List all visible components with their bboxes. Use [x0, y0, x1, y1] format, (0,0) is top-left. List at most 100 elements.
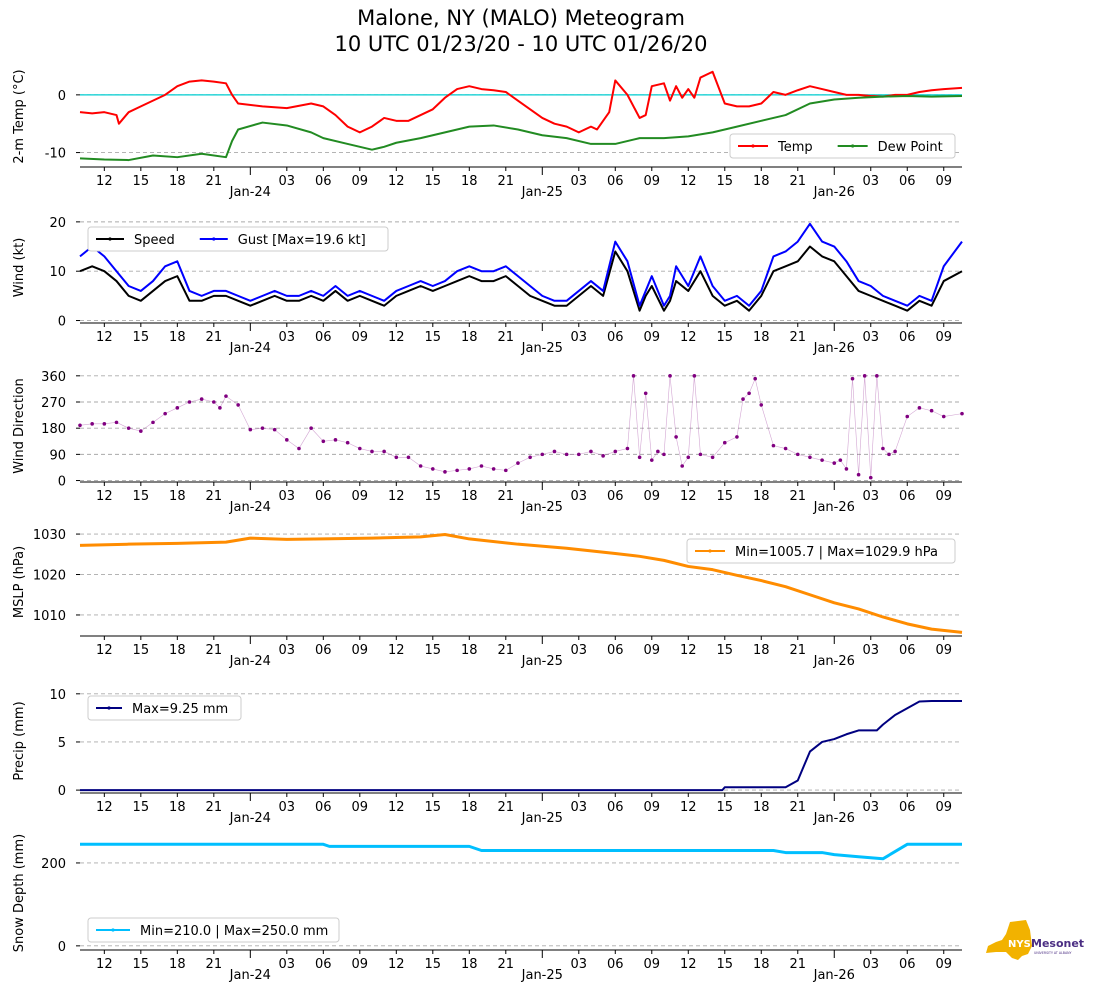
xtick-hour-label: 21	[789, 330, 806, 345]
wind-direction-point	[631, 374, 636, 378]
wind-direction-point	[370, 449, 374, 454]
legend-box	[87, 226, 389, 252]
xtick-hour-label: 06	[607, 957, 624, 972]
wind-direction-point	[832, 461, 837, 465]
series-line-wind-1	[79, 222, 963, 307]
panel-mslp: 1010 1020 1030 MSLP (hPa) Jan-24 Jan-25 Jan-26…	[12, 528, 963, 669]
xtick-hour-label: 03	[571, 957, 588, 972]
xtick-hour-label: 15	[716, 489, 733, 504]
xtick-hour-label: 03	[279, 330, 296, 345]
xtick-hour-label: 21	[206, 643, 223, 658]
wind-direction-point	[358, 446, 362, 451]
wind-direction-point	[491, 467, 496, 471]
wind-direction-point	[741, 397, 745, 401]
xtick-hour-label: 03	[862, 174, 879, 189]
xtick-hour-label: 03	[279, 174, 296, 189]
nys-mesonet-logo: NYS Mesonet UNIVERSITY AT ALBANY	[986, 920, 1084, 960]
wind-direction-point	[321, 439, 326, 444]
legend-box	[686, 538, 956, 564]
xtick-hour-label: 12	[680, 800, 697, 815]
xtick-hour-label: 15	[425, 174, 442, 189]
wind-direction-point	[844, 467, 849, 471]
wind-direction-point	[905, 414, 910, 419]
legend-temp: Temp Dew Point	[729, 133, 956, 159]
xtick-hour-label: 03	[571, 489, 588, 504]
chart-title-line-2: 10 UTC 01/23/20 - 10 UTC 01/26/20	[334, 32, 708, 56]
wind-direction-point	[503, 468, 508, 473]
wind-direction-point	[613, 449, 618, 454]
wind-direction-point	[862, 374, 867, 378]
xtick-day-label: Jan-24	[229, 654, 271, 669]
xtick-hour-label: 09	[935, 489, 952, 504]
xtick-hour-label: 15	[716, 800, 733, 815]
ytick-label-precip: 0	[58, 784, 66, 799]
xtick-hour-label: 09	[935, 330, 952, 345]
wind-direction-point	[929, 408, 934, 413]
ylabel-wdir: Wind Direction	[12, 378, 27, 474]
ytick-label-precip: 10	[49, 688, 66, 703]
wind-direction-point	[102, 422, 107, 426]
xtick-hour-label: 15	[133, 489, 150, 504]
xtick-hour-label: 03	[279, 800, 296, 815]
ytick-label-temp: 0	[58, 89, 66, 104]
xtick-hour-label: 21	[206, 800, 223, 815]
xtick-day-label: Jan-25	[521, 500, 563, 515]
xtick-hour-label: 03	[571, 800, 588, 815]
ylabel-wind: Wind (kt)	[12, 238, 27, 298]
wind-direction-trace	[79, 375, 963, 478]
wind-direction-point	[668, 374, 672, 378]
logo-mesonet-text: Mesonet	[1031, 937, 1084, 950]
xtick-hour-label: 21	[789, 489, 806, 504]
xtick-hour-label: 15	[425, 800, 442, 815]
xtick-hour-label: 06	[899, 330, 916, 345]
xtick-hour-label: 18	[753, 957, 770, 972]
xtick-hour-label: 09	[352, 330, 369, 345]
xtick-hour-label: 18	[753, 330, 770, 345]
wind-direction-point	[345, 440, 350, 445]
wind-direction-point	[680, 464, 684, 468]
wind-direction-point	[753, 376, 757, 381]
panel-wind: 0 10 20 Wind (kt) Jan-24 Jan-25 Jan-26 12 15 18 21…	[12, 216, 963, 356]
xtick-hour-label: 06	[607, 174, 624, 189]
legend-marker	[212, 237, 216, 241]
wind-direction-point	[674, 435, 678, 439]
wind-direction-point	[78, 423, 82, 428]
ylabel-mslp: MSLP (hPa)	[12, 546, 27, 618]
series-line-snow-0	[80, 842, 962, 861]
xtick-hour-label: 06	[899, 174, 916, 189]
xtick-hour-label: 15	[425, 957, 442, 972]
ytick-label-temp: -10	[45, 147, 66, 162]
xtick-hour-label: 03	[862, 957, 879, 972]
ytick-label-snow: 0	[58, 940, 66, 955]
wind-direction-point	[601, 454, 605, 458]
wind-direction-point	[589, 449, 593, 454]
wind-direction-point	[406, 455, 411, 460]
new-york-state-shape-icon	[986, 920, 1032, 960]
ylabel-snow: Snow Depth (mm)	[12, 834, 27, 952]
legend-label: Temp	[777, 140, 813, 155]
wind-direction-point	[394, 455, 399, 460]
xtick-hour-label: 12	[680, 489, 697, 504]
wind-direction-point	[625, 446, 630, 451]
ytick-label-wdir: 180	[41, 422, 66, 437]
wind-direction-point	[881, 446, 885, 451]
xtick-hour-label: 18	[169, 643, 186, 658]
wind-direction-point	[260, 426, 265, 430]
wind-direction-point	[224, 394, 228, 398]
xtick-hour-label: 15	[716, 957, 733, 972]
wind-direction-point	[114, 420, 119, 425]
xtick-day-label: Jan-26	[813, 968, 855, 983]
wind-direction-point	[771, 443, 776, 448]
ytick-label-wdir: 90	[49, 448, 66, 463]
xtick-hour-label: 12	[96, 957, 113, 972]
xtick-day-label: Jan-26	[813, 811, 855, 826]
wind-direction-point	[735, 435, 739, 439]
xtick-hour-label: 12	[680, 174, 697, 189]
wind-direction-point	[126, 426, 131, 430]
wind-direction-point	[808, 455, 812, 460]
xtick-hour-label: 09	[352, 489, 369, 504]
wind-direction-point	[333, 438, 338, 442]
xtick-hour-label: 18	[461, 643, 478, 658]
